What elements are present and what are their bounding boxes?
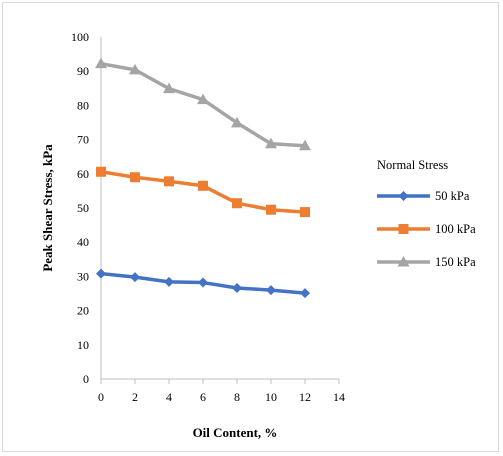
y-axis-title: Peak Shear Stress, kPa (40, 144, 55, 272)
legend-label: 100 kPa (435, 222, 476, 236)
legend-marker (397, 256, 410, 267)
y-tick-label: 90 (77, 64, 89, 78)
series-0 (96, 268, 310, 299)
data-point (95, 57, 107, 69)
data-point (198, 277, 208, 288)
data-point (164, 176, 174, 187)
data-point (231, 116, 243, 128)
series-line (100, 61, 306, 148)
legend-marker (398, 191, 409, 201)
series-2 (95, 57, 311, 151)
y-tick-label: 70 (77, 133, 89, 147)
legend-entry: 150 kPa (377, 255, 476, 269)
x-axis-title: Oil Content, % (193, 425, 278, 440)
x-tick-label: 8 (234, 390, 240, 404)
y-axis-ticks: 0 10 20 30 40 50 60 70 80 90 100 (71, 30, 89, 386)
x-tick-label: 14 (333, 390, 345, 404)
legend-entry: 50 kPa (377, 189, 470, 203)
x-tick-label: 6 (200, 390, 206, 404)
data-point (198, 180, 208, 191)
legend-label: 150 kPa (435, 255, 476, 269)
data-point (164, 276, 174, 287)
x-tick-label: 10 (265, 390, 277, 404)
series-1 (96, 166, 310, 218)
legend-marker (398, 224, 409, 234)
y-tick-label: 50 (77, 201, 89, 215)
data-point (265, 137, 277, 149)
y-tick-label: 60 (77, 167, 89, 181)
y-tick-label: 10 (77, 338, 89, 352)
data-point (96, 268, 106, 279)
data-point (232, 283, 242, 294)
y-tick-label: 30 (77, 269, 89, 283)
data-point (300, 207, 310, 218)
data-point (96, 166, 106, 177)
data-point (197, 93, 209, 105)
data-point (232, 198, 242, 209)
data-point (130, 172, 140, 183)
y-tick-label: 80 (77, 98, 89, 112)
x-axis-ticks: 0 2 4 6 8 10 12 14 (98, 379, 345, 404)
x-tick-label: 12 (299, 390, 311, 404)
legend-label: 50 kPa (435, 189, 470, 203)
data-point (129, 63, 141, 75)
data-point (299, 139, 311, 151)
data-point (300, 288, 310, 299)
data-point (266, 285, 276, 296)
data-point (163, 82, 175, 94)
x-tick-label: 0 (98, 390, 104, 404)
legend-title: Normal Stress (377, 158, 448, 172)
y-tick-label: 100 (71, 30, 89, 44)
chart-frame (2, 2, 499, 452)
y-tick-label: 20 (77, 304, 89, 318)
legend-entry: 100 kPa (377, 222, 476, 236)
series-layer (95, 57, 311, 299)
x-tick-label: 2 (132, 390, 138, 404)
x-tick-label: 4 (166, 390, 172, 404)
data-point (130, 272, 140, 283)
data-point (266, 204, 276, 215)
legend: Normal Stress 50 kPa 100 kPa 150 kPa (377, 158, 476, 269)
y-tick-label: 0 (83, 372, 89, 386)
y-tick-label: 40 (77, 235, 89, 249)
